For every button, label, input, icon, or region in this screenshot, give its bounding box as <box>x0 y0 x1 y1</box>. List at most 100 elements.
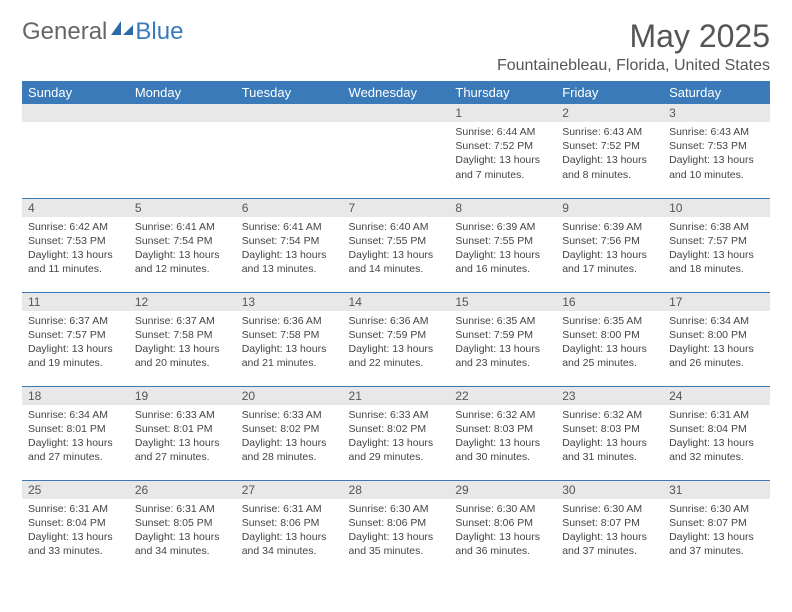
day-details: Sunrise: 6:41 AMSunset: 7:54 PMDaylight:… <box>129 217 236 281</box>
daylight-text: Daylight: 13 hours and 32 minutes. <box>669 436 764 464</box>
sunset-text: Sunset: 7:58 PM <box>242 328 337 342</box>
sunset-text: Sunset: 7:57 PM <box>669 234 764 248</box>
calendar-cell: 2Sunrise: 6:43 AMSunset: 7:52 PMDaylight… <box>556 104 663 198</box>
day-header: Tuesday <box>236 81 343 104</box>
day-number: 8 <box>449 199 556 217</box>
day-details: Sunrise: 6:44 AMSunset: 7:52 PMDaylight:… <box>449 122 556 186</box>
daylight-text: Daylight: 13 hours and 19 minutes. <box>28 342 123 370</box>
sunrise-text: Sunrise: 6:44 AM <box>455 125 550 139</box>
daylight-text: Daylight: 13 hours and 18 minutes. <box>669 248 764 276</box>
sunset-text: Sunset: 7:56 PM <box>562 234 657 248</box>
calendar-cell: 7Sunrise: 6:40 AMSunset: 7:55 PMDaylight… <box>343 198 450 292</box>
sunrise-text: Sunrise: 6:35 AM <box>455 314 550 328</box>
day-details: Sunrise: 6:36 AMSunset: 7:58 PMDaylight:… <box>236 311 343 375</box>
day-number: 6 <box>236 199 343 217</box>
daylight-text: Daylight: 13 hours and 37 minutes. <box>562 530 657 558</box>
daylight-text: Daylight: 13 hours and 37 minutes. <box>669 530 764 558</box>
calendar-cell: 19Sunrise: 6:33 AMSunset: 8:01 PMDayligh… <box>129 386 236 480</box>
sunrise-text: Sunrise: 6:39 AM <box>455 220 550 234</box>
sunrise-text: Sunrise: 6:41 AM <box>135 220 230 234</box>
sunset-text: Sunset: 7:55 PM <box>349 234 444 248</box>
day-number: 22 <box>449 387 556 405</box>
day-details: Sunrise: 6:42 AMSunset: 7:53 PMDaylight:… <box>22 217 129 281</box>
day-number: 13 <box>236 293 343 311</box>
day-header: Saturday <box>663 81 770 104</box>
calendar-cell: 15Sunrise: 6:35 AMSunset: 7:59 PMDayligh… <box>449 292 556 386</box>
day-details: Sunrise: 6:31 AMSunset: 8:04 PMDaylight:… <box>663 405 770 469</box>
calendar-cell: 12Sunrise: 6:37 AMSunset: 7:58 PMDayligh… <box>129 292 236 386</box>
day-details: Sunrise: 6:34 AMSunset: 8:00 PMDaylight:… <box>663 311 770 375</box>
daylight-text: Daylight: 13 hours and 34 minutes. <box>242 530 337 558</box>
daylight-text: Daylight: 13 hours and 16 minutes. <box>455 248 550 276</box>
sunrise-text: Sunrise: 6:40 AM <box>349 220 444 234</box>
day-details: Sunrise: 6:43 AMSunset: 7:52 PMDaylight:… <box>556 122 663 186</box>
day-number: 3 <box>663 104 770 122</box>
title-block: May 2025 Fountainebleau, Florida, United… <box>497 18 770 75</box>
day-details: Sunrise: 6:37 AMSunset: 7:58 PMDaylight:… <box>129 311 236 375</box>
daylight-text: Daylight: 13 hours and 7 minutes. <box>455 153 550 181</box>
calendar-week: 11Sunrise: 6:37 AMSunset: 7:57 PMDayligh… <box>22 292 770 386</box>
day-details: Sunrise: 6:37 AMSunset: 7:57 PMDaylight:… <box>22 311 129 375</box>
sunset-text: Sunset: 7:52 PM <box>562 139 657 153</box>
calendar-cell <box>129 104 236 198</box>
calendar-cell: 31Sunrise: 6:30 AMSunset: 8:07 PMDayligh… <box>663 480 770 574</box>
day-details: Sunrise: 6:40 AMSunset: 7:55 PMDaylight:… <box>343 217 450 281</box>
day-header: Monday <box>129 81 236 104</box>
calendar-table: Sunday Monday Tuesday Wednesday Thursday… <box>22 81 770 574</box>
calendar-cell: 18Sunrise: 6:34 AMSunset: 8:01 PMDayligh… <box>22 386 129 480</box>
daylight-text: Daylight: 13 hours and 34 minutes. <box>135 530 230 558</box>
sunrise-text: Sunrise: 6:31 AM <box>669 408 764 422</box>
day-number: 15 <box>449 293 556 311</box>
page-header: General Blue May 2025 Fountainebleau, Fl… <box>22 18 770 75</box>
day-number: 14 <box>343 293 450 311</box>
sunset-text: Sunset: 7:53 PM <box>669 139 764 153</box>
daylight-text: Daylight: 13 hours and 31 minutes. <box>562 436 657 464</box>
calendar-cell <box>22 104 129 198</box>
sunset-text: Sunset: 7:55 PM <box>455 234 550 248</box>
day-number: 23 <box>556 387 663 405</box>
day-number: 21 <box>343 387 450 405</box>
day-details: Sunrise: 6:35 AMSunset: 7:59 PMDaylight:… <box>449 311 556 375</box>
daylight-text: Daylight: 13 hours and 35 minutes. <box>349 530 444 558</box>
day-number: 29 <box>449 481 556 499</box>
day-number: 2 <box>556 104 663 122</box>
sunset-text: Sunset: 8:04 PM <box>669 422 764 436</box>
day-details: Sunrise: 6:32 AMSunset: 8:03 PMDaylight:… <box>449 405 556 469</box>
sunrise-text: Sunrise: 6:32 AM <box>455 408 550 422</box>
day-number: 17 <box>663 293 770 311</box>
sunrise-text: Sunrise: 6:38 AM <box>669 220 764 234</box>
sunrise-text: Sunrise: 6:30 AM <box>455 502 550 516</box>
calendar-cell: 26Sunrise: 6:31 AMSunset: 8:05 PMDayligh… <box>129 480 236 574</box>
day-number: 4 <box>22 199 129 217</box>
day-details: Sunrise: 6:38 AMSunset: 7:57 PMDaylight:… <box>663 217 770 281</box>
day-number <box>343 104 450 122</box>
calendar-week: 1Sunrise: 6:44 AMSunset: 7:52 PMDaylight… <box>22 104 770 198</box>
day-number: 25 <box>22 481 129 499</box>
calendar-cell: 17Sunrise: 6:34 AMSunset: 8:00 PMDayligh… <box>663 292 770 386</box>
sunset-text: Sunset: 8:06 PM <box>455 516 550 530</box>
sunrise-text: Sunrise: 6:43 AM <box>669 125 764 139</box>
day-number <box>129 104 236 122</box>
sunrise-text: Sunrise: 6:31 AM <box>28 502 123 516</box>
daylight-text: Daylight: 13 hours and 11 minutes. <box>28 248 123 276</box>
calendar-cell: 10Sunrise: 6:38 AMSunset: 7:57 PMDayligh… <box>663 198 770 292</box>
calendar-cell: 16Sunrise: 6:35 AMSunset: 8:00 PMDayligh… <box>556 292 663 386</box>
daylight-text: Daylight: 13 hours and 20 minutes. <box>135 342 230 370</box>
daylight-text: Daylight: 13 hours and 29 minutes. <box>349 436 444 464</box>
calendar-cell <box>236 104 343 198</box>
day-details: Sunrise: 6:31 AMSunset: 8:05 PMDaylight:… <box>129 499 236 563</box>
calendar-cell: 28Sunrise: 6:30 AMSunset: 8:06 PMDayligh… <box>343 480 450 574</box>
sunset-text: Sunset: 7:57 PM <box>28 328 123 342</box>
calendar-cell: 22Sunrise: 6:32 AMSunset: 8:03 PMDayligh… <box>449 386 556 480</box>
calendar-cell: 11Sunrise: 6:37 AMSunset: 7:57 PMDayligh… <box>22 292 129 386</box>
day-details: Sunrise: 6:39 AMSunset: 7:55 PMDaylight:… <box>449 217 556 281</box>
day-details: Sunrise: 6:43 AMSunset: 7:53 PMDaylight:… <box>663 122 770 186</box>
day-details: Sunrise: 6:33 AMSunset: 8:02 PMDaylight:… <box>343 405 450 469</box>
day-number: 9 <box>556 199 663 217</box>
sunset-text: Sunset: 7:53 PM <box>28 234 123 248</box>
daylight-text: Daylight: 13 hours and 23 minutes. <box>455 342 550 370</box>
sunset-text: Sunset: 8:01 PM <box>135 422 230 436</box>
day-number: 24 <box>663 387 770 405</box>
day-header: Sunday <box>22 81 129 104</box>
day-number: 7 <box>343 199 450 217</box>
